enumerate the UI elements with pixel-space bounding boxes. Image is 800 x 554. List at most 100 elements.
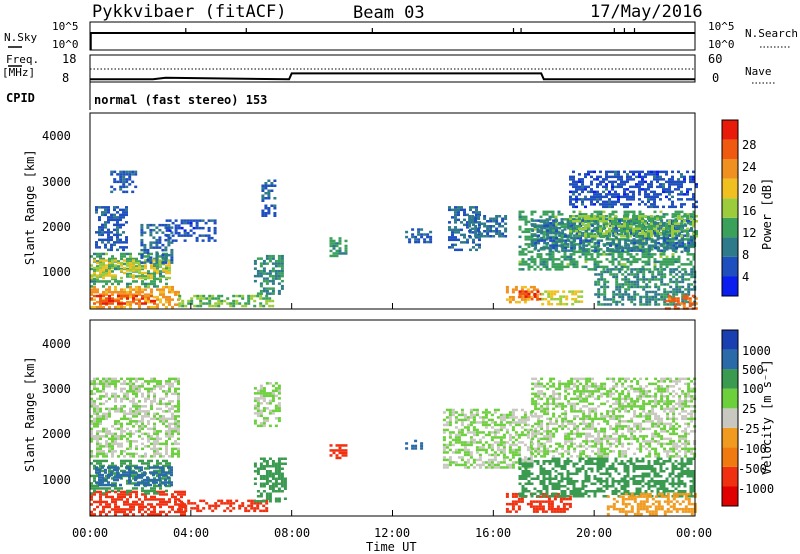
power-cell (681, 298, 685, 301)
power-cell (612, 226, 616, 230)
power-cell (210, 236, 214, 240)
power-cell (132, 294, 135, 298)
power-cell (159, 288, 162, 291)
power-cell (168, 295, 171, 299)
power-cell (587, 225, 590, 228)
velocity-cell (156, 513, 159, 516)
velocity-cell (141, 437, 144, 441)
power-cell (192, 226, 196, 230)
power-cell (615, 300, 619, 304)
velocity-cell (123, 387, 126, 391)
power-cell (474, 217, 478, 220)
power-cell (451, 238, 454, 242)
power-cell (114, 257, 117, 261)
power-cell (93, 285, 96, 289)
velocity-cell (150, 455, 153, 458)
velocity-cell (98, 468, 101, 472)
power-cell (229, 302, 233, 305)
power-cell (624, 280, 628, 284)
velocity-cell (93, 385, 96, 388)
power-cell (128, 173, 132, 176)
power-cell (134, 170, 138, 174)
power-cell (611, 170, 614, 174)
power-cell (596, 265, 600, 269)
velocity-cell (114, 482, 117, 485)
power-cell (593, 190, 596, 194)
power-cell (629, 203, 632, 206)
power-cell (633, 234, 637, 237)
velocity-cell (171, 450, 174, 453)
power-cell (96, 261, 99, 265)
power-cell (563, 218, 567, 221)
power-cell (551, 215, 555, 219)
power-cell (596, 260, 600, 264)
power-cell (647, 205, 650, 209)
power-cell (165, 282, 168, 286)
power-cell (677, 217, 680, 220)
velocity-cell (150, 503, 153, 506)
power-cell (577, 290, 581, 293)
power-cell (615, 226, 619, 230)
power-cell (268, 274, 272, 278)
power-cell (691, 302, 695, 305)
velocity-cell (150, 407, 153, 411)
velocity-cell (454, 416, 458, 419)
power-cell (596, 253, 600, 256)
power-cell (593, 193, 596, 196)
power-cell (132, 297, 135, 300)
power-cell (122, 170, 126, 174)
power-cell (536, 255, 540, 259)
power-cell (606, 241, 610, 245)
power-cell (669, 285, 673, 289)
power-cell (140, 261, 144, 264)
power-cell (114, 305, 117, 309)
power-cell (536, 297, 540, 301)
velocity-cell (96, 430, 99, 433)
velocity-cell (150, 495, 153, 499)
velocity-cell (164, 483, 167, 487)
power-cell (101, 231, 104, 234)
power-cell (567, 249, 571, 252)
velocity-cell (150, 487, 153, 490)
power-cell (167, 243, 171, 247)
velocity-cell (135, 380, 138, 383)
power-cell (577, 300, 581, 303)
power-cell (639, 249, 643, 252)
power-cell (692, 210, 696, 214)
velocity-cell (162, 397, 165, 401)
power-cell (454, 236, 457, 239)
velocity-cell (132, 400, 135, 403)
power-cell (651, 273, 655, 276)
power-cell (475, 243, 478, 247)
velocity-cell (147, 427, 150, 431)
velocity-cell (120, 442, 123, 446)
power-cell (680, 227, 683, 230)
power-cell (563, 245, 567, 249)
power-cell (335, 242, 339, 245)
power-cell (596, 225, 600, 229)
velocity-cell (111, 450, 114, 453)
power-cell (165, 226, 169, 230)
power-cell (534, 224, 538, 227)
power-cell (551, 213, 555, 216)
power-cell (692, 170, 695, 174)
power-cell (611, 258, 615, 261)
power-cell (466, 213, 469, 217)
power-cell (113, 213, 116, 217)
power-cell (170, 251, 174, 254)
power-cell (156, 298, 159, 301)
power-cell (147, 293, 150, 296)
velocity-cell (265, 492, 269, 495)
power-cell (411, 228, 415, 231)
power-cell (606, 298, 610, 301)
velocity-cell (277, 397, 281, 400)
power-cell (663, 295, 667, 299)
power-cell (129, 282, 132, 286)
power-cell (669, 246, 673, 250)
power-cell (636, 273, 640, 276)
velocity-cell (168, 437, 171, 441)
power-cell (578, 245, 582, 249)
power-cell (654, 239, 658, 242)
power-cell (608, 213, 612, 216)
power-cell (270, 182, 274, 185)
